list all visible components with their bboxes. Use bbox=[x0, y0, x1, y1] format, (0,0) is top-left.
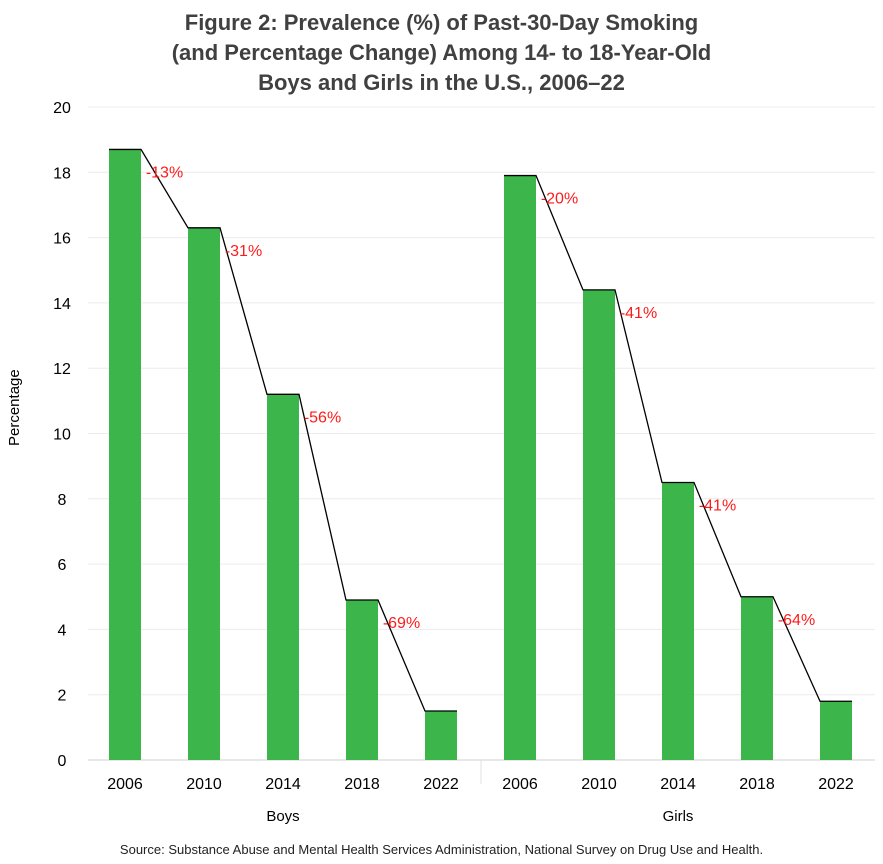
y-tick-label: 14 bbox=[53, 296, 71, 313]
bar-girls-2014 bbox=[662, 482, 694, 760]
trend-line-girls bbox=[504, 174, 852, 702]
bar-boys-2014 bbox=[267, 394, 299, 760]
chart-title: Figure 2: Prevalence (%) of Past-30-Day … bbox=[0, 8, 883, 98]
bar-girls-2006 bbox=[504, 175, 536, 760]
y-tick-label: 2 bbox=[58, 688, 67, 705]
group-label-boys: Boys bbox=[266, 808, 299, 825]
bar-girls-2018 bbox=[741, 596, 773, 760]
percent-change-label: -13% bbox=[146, 164, 183, 181]
percent-change-label: -64% bbox=[778, 612, 815, 629]
percent-change-label: -69% bbox=[383, 615, 420, 632]
source-note: Source: Substance Abuse and Mental Healt… bbox=[119, 842, 764, 857]
y-tick-label: 4 bbox=[58, 622, 67, 639]
chart-title-line-3: Boys and Girls in the U.S., 2006–22 bbox=[258, 70, 625, 95]
percent-change-label: -41% bbox=[699, 497, 736, 514]
trend-line-boys bbox=[109, 148, 457, 712]
y-tick-label: 0 bbox=[58, 753, 67, 770]
x-tick-label: 2006 bbox=[107, 776, 143, 793]
x-tick-label: 2010 bbox=[581, 776, 617, 793]
x-tick-label: 2014 bbox=[265, 776, 301, 793]
group-label-girls: Girls bbox=[663, 808, 694, 825]
chart-title-line-1: Figure 2: Prevalence (%) of Past-30-Day … bbox=[184, 10, 699, 35]
y-tick-label: 18 bbox=[53, 165, 71, 182]
x-tick-label: 2018 bbox=[344, 776, 380, 793]
percent-change-label: -31% bbox=[225, 243, 262, 260]
bar-boys-2006 bbox=[109, 149, 141, 760]
y-tick-label: 10 bbox=[53, 427, 71, 444]
y-tick-label: 16 bbox=[53, 231, 71, 248]
bar-boys-2018 bbox=[346, 600, 378, 760]
x-tick-label: 2018 bbox=[739, 776, 775, 793]
x-tick-label: 2006 bbox=[502, 776, 538, 793]
x-tick-label: 2010 bbox=[186, 776, 222, 793]
y-tick-label: 6 bbox=[58, 557, 67, 574]
percent-change-label: -41% bbox=[620, 305, 657, 322]
percent-change-label: -56% bbox=[304, 409, 341, 426]
y-tick-label: 12 bbox=[53, 361, 71, 378]
bar-girls-2010 bbox=[583, 289, 615, 760]
chart-title-line-2: (and Percentage Change) Among 14- to 18-… bbox=[171, 40, 712, 65]
bar-girls-2022 bbox=[820, 701, 852, 760]
percent-change-label: -20% bbox=[541, 191, 578, 208]
bar-boys-2010 bbox=[188, 227, 220, 760]
x-tick-label: 2022 bbox=[423, 776, 459, 793]
x-tick-label: 2022 bbox=[818, 776, 854, 793]
x-tick-label: 2014 bbox=[660, 776, 696, 793]
y-tick-label: 20 bbox=[53, 100, 71, 117]
bar-boys-2022 bbox=[425, 711, 457, 760]
y-tick-label: 8 bbox=[58, 492, 67, 509]
